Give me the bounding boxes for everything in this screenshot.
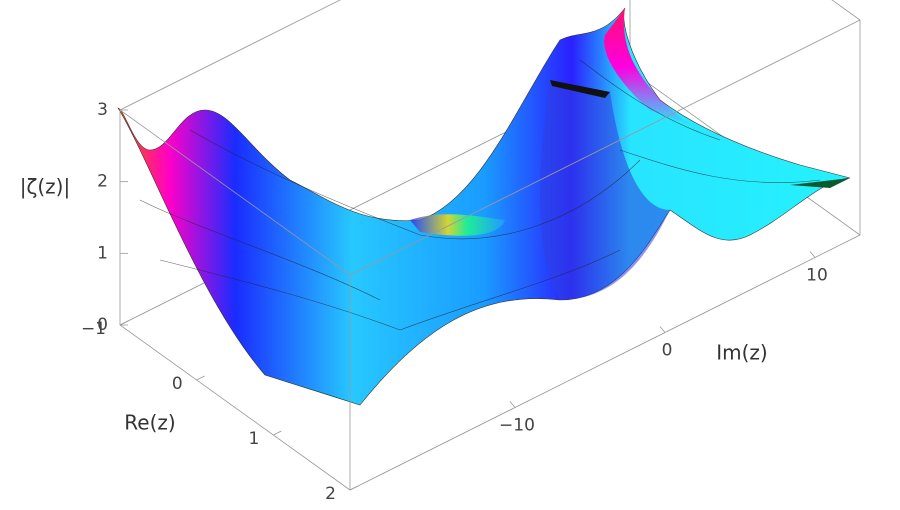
box-edge (119, 324, 351, 491)
z-axis-label: |ζ(z)| (20, 175, 70, 199)
x-tick-label: 2 (325, 484, 336, 504)
x-axis-label: Re(z) (124, 411, 175, 435)
y-tick-label: −10 (499, 416, 535, 436)
x-tick-label: 1 (249, 429, 260, 449)
x-tick (196, 375, 205, 381)
y-axis-label: Im(z) (716, 341, 767, 365)
y-tick-label: 0 (662, 341, 673, 361)
box-edge (119, 0, 341, 111)
y-tick (809, 251, 816, 258)
z-tick-label: 3 (97, 100, 108, 120)
y-tick (659, 326, 666, 333)
z-tick-label: 0 (97, 315, 108, 335)
x-tick (119, 320, 129, 326)
x-tick-label: −1 (81, 319, 106, 339)
box-edge (119, 109, 351, 276)
y-tick (509, 401, 516, 408)
y-tick-label: 10 (806, 266, 828, 286)
box-edge (831, 0, 861, 21)
z-tick-label: 1 (97, 243, 108, 263)
x-tick-label: 0 (172, 374, 183, 394)
box-edge (349, 19, 861, 276)
x-tick (273, 430, 282, 436)
x-tick (349, 485, 359, 491)
box-edge (349, 234, 861, 491)
z-tick-label: 2 (97, 172, 108, 192)
surface (117, 7, 851, 406)
